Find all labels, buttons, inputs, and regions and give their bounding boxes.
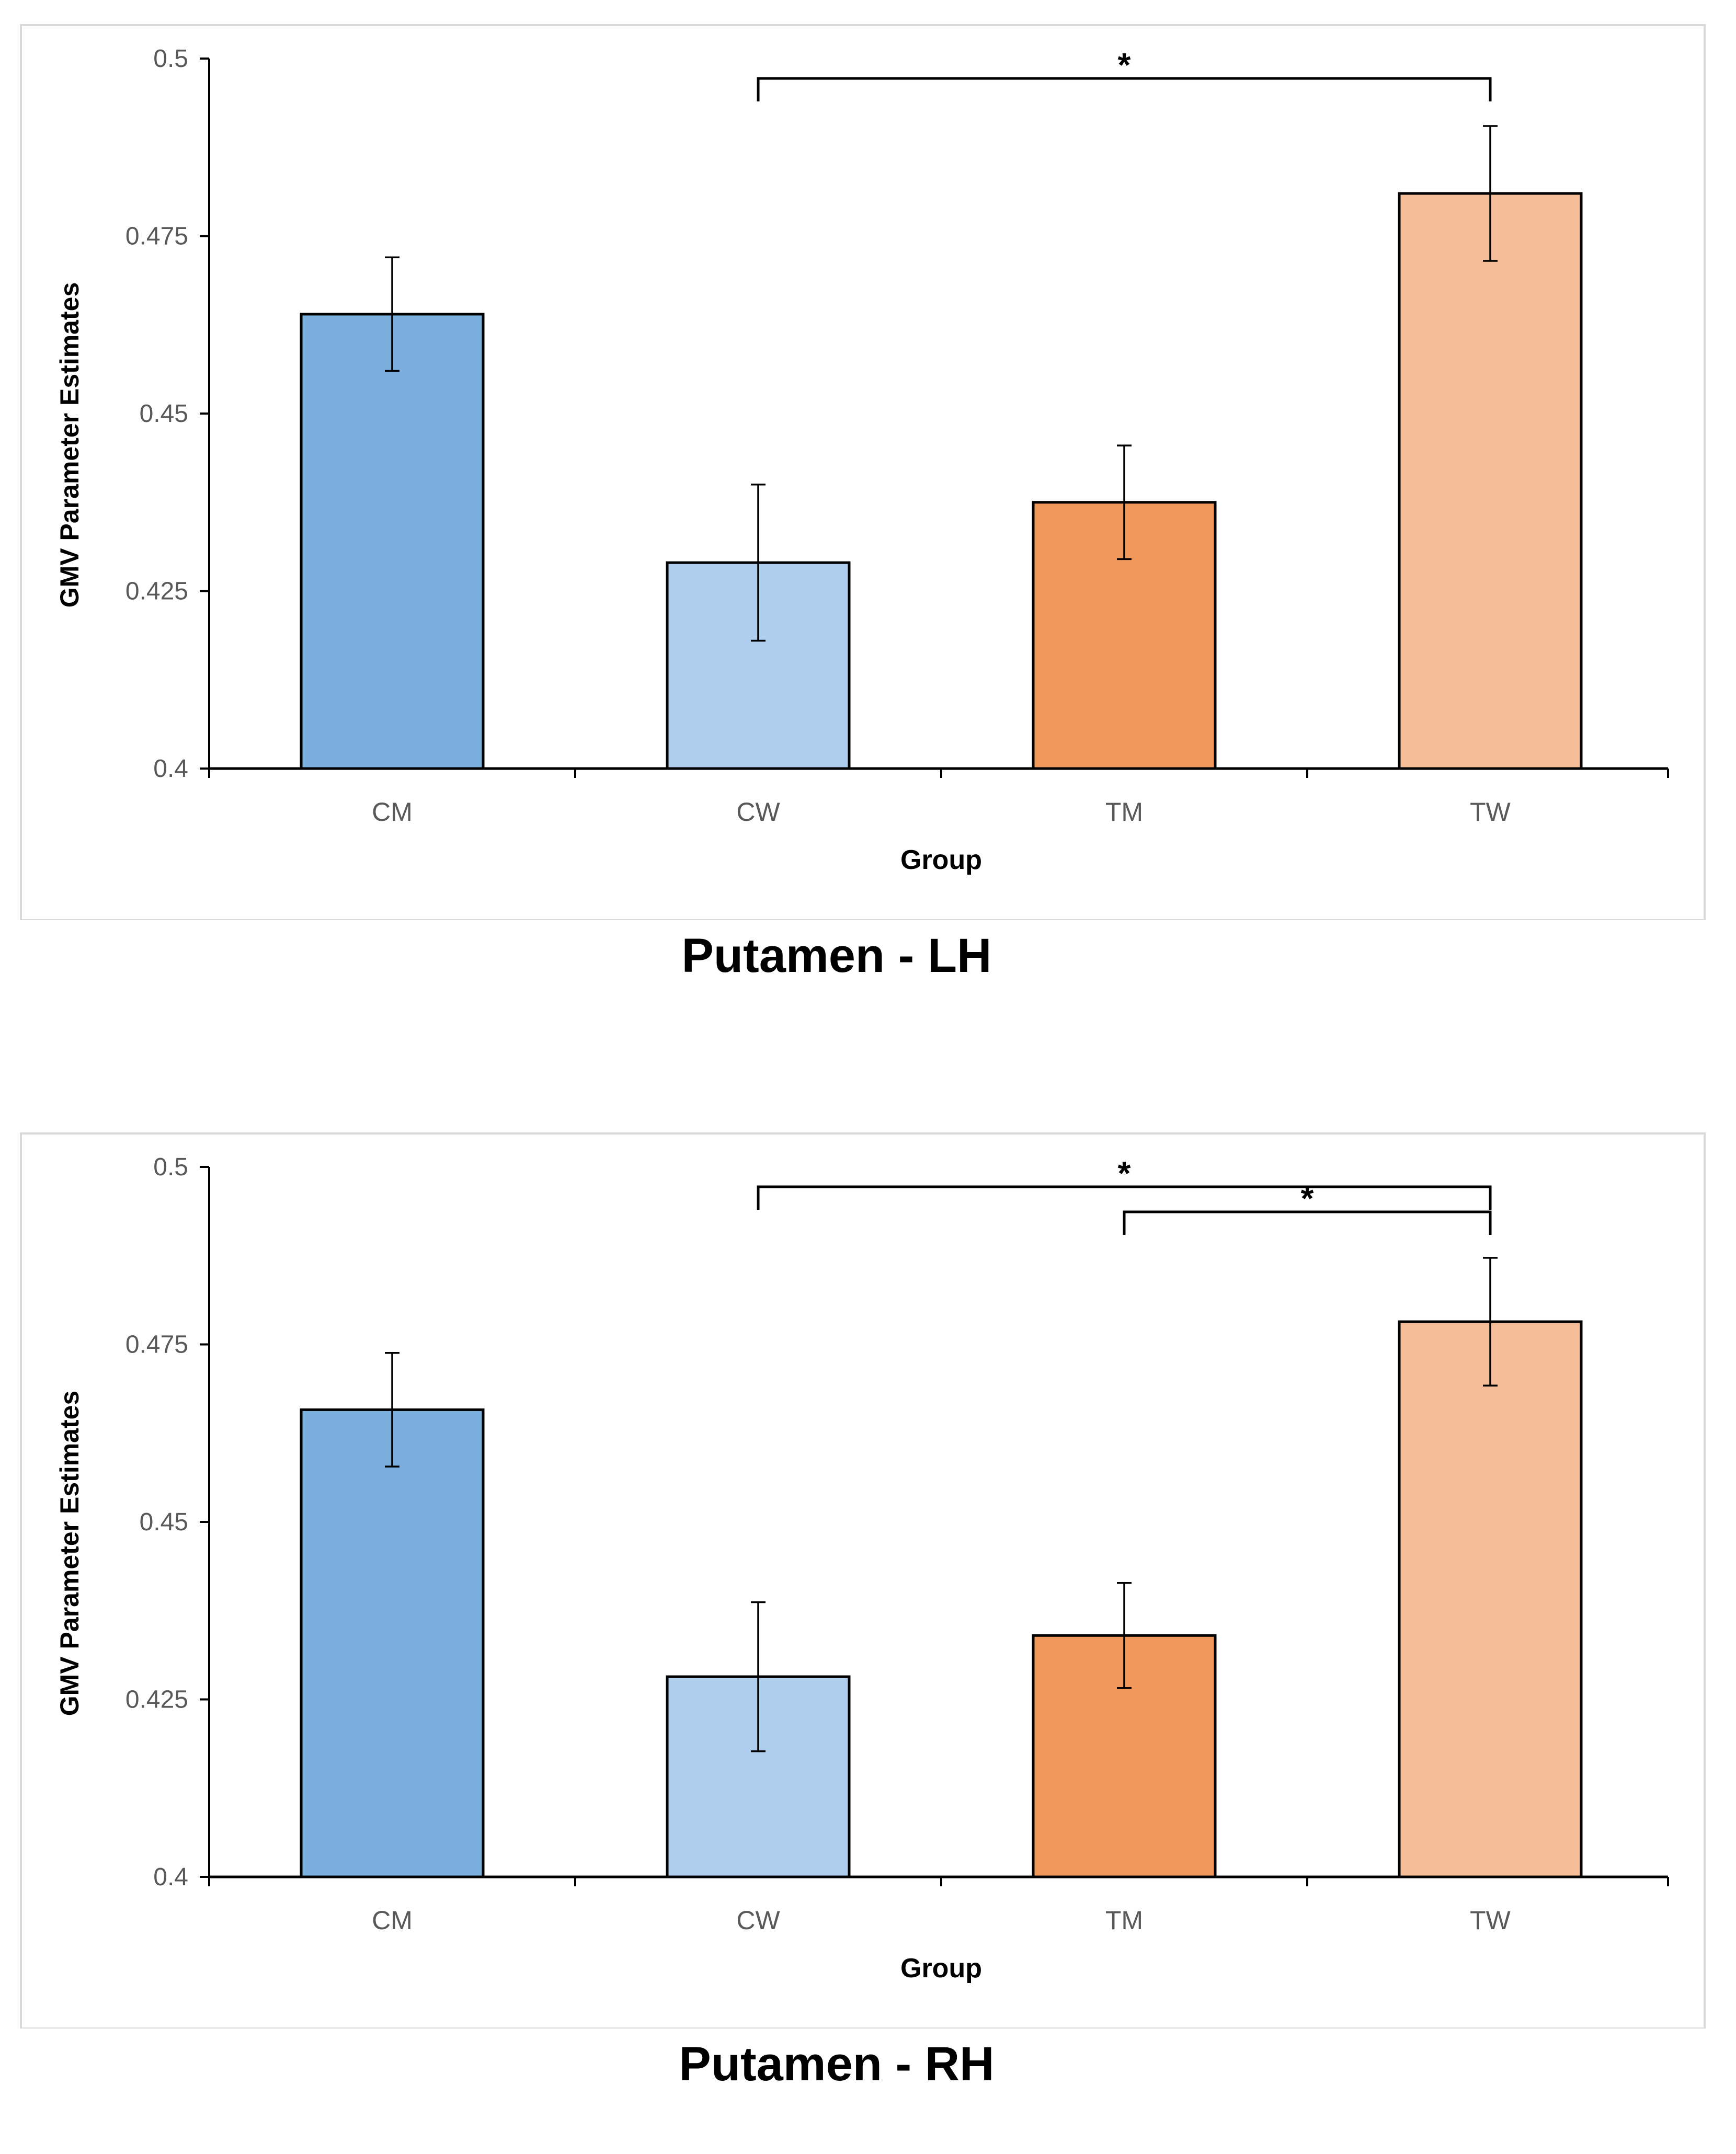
x-tick-label: CM [372,1906,413,1935]
y-tick-label: 0.5 [153,45,188,73]
significance-bracket [757,1185,1492,1210]
y-tick-label: 0.475 [125,223,188,250]
x-tick-label: CW [736,1906,780,1935]
significance-star: * [1118,46,1131,84]
x-tick-label: TW [1470,1906,1511,1935]
y-tick-label: 0.45 [140,1508,188,1536]
significance-star: * [1118,1154,1131,1192]
y-tick-label: 0.45 [140,400,188,428]
x-tick-label: TM [1105,1906,1143,1935]
x-tick-label: TW [1470,797,1511,827]
x-axis-title: Group [900,845,982,875]
chart-panel-lh: 0.4 0.425 0.45 0.475 0.5 CM CW TM TW Group GMV Par… [0,0,1736,1025]
significance-star: * [1301,1179,1314,1217]
bar-tw [1398,1320,1583,1878]
y-tick-label: 0.425 [125,578,188,605]
x-axis-title: Group [900,1953,982,1984]
significance-bracket [757,77,1492,101]
y-axis-title: GMV Parameter Estimates [55,282,84,608]
bar-chart-lh: 0.4 0.425 0.45 0.475 0.5 CM CW TM TW Group GMV Par… [20,24,1706,920]
y-tick-label: 0.5 [153,1153,188,1181]
x-tick-label: CM [372,797,413,827]
bar-tw [1398,192,1583,770]
chart-title: Putamen - LH [681,929,992,982]
y-tick-label: 0.4 [153,1863,188,1891]
bar-cm [300,313,485,770]
bar-cm [300,1408,485,1878]
x-tick-label: TM [1105,797,1143,827]
y-tick-label: 0.4 [153,755,188,783]
significance-bracket [1123,1210,1492,1235]
y-tick-label: 0.475 [125,1331,188,1359]
bar-chart-rh: 0.4 0.425 0.45 0.475 0.5 CM CW TM TW Group GMV Par… [20,1132,1706,2029]
y-axis-title: GMV Parameter Estimates [55,1391,84,1716]
y-tick-label: 0.425 [125,1686,188,1714]
chart-panel-rh: 0.4 0.425 0.45 0.475 0.5 CM CW TM TW Group GMV Par… [0,1108,1736,2133]
x-tick-label: CW [736,797,780,827]
chart-title: Putamen - RH [679,2037,995,2091]
